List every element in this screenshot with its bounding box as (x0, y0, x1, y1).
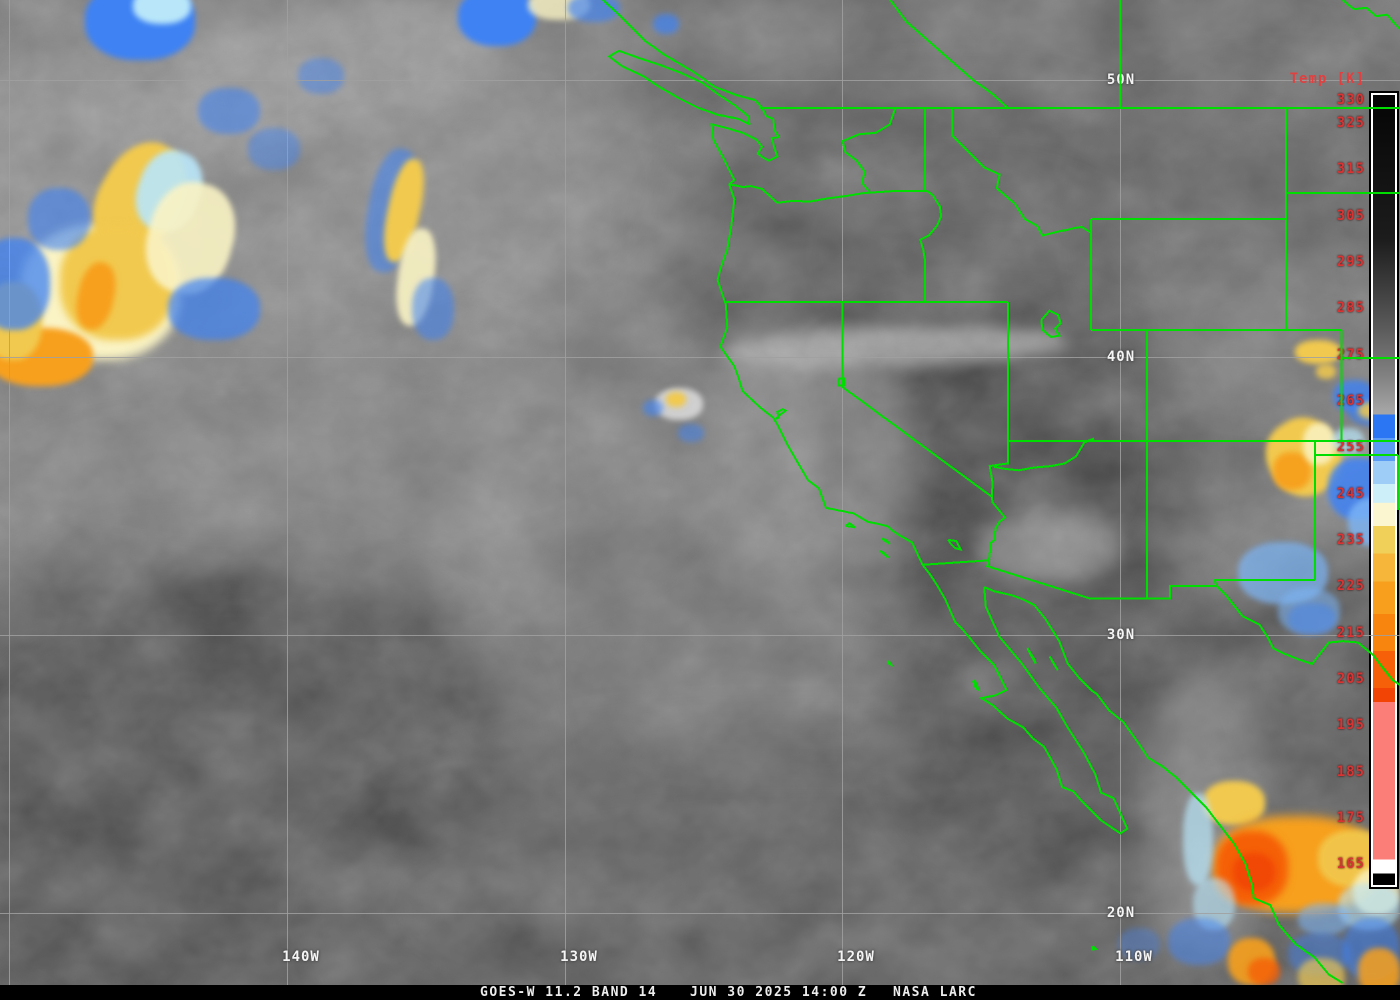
boundary-columbia-river (841, 107, 897, 192)
boundary-lake-tahoe (837, 377, 845, 387)
boundary-mt-id-border (951, 107, 1092, 237)
boundary-sk-river (1341, 0, 1400, 31)
boundary-nm-tx-south-border (1212, 579, 1315, 587)
boundary-sf-bay (775, 408, 788, 420)
boundary-wa-or-border (729, 183, 928, 204)
boundary-pacific-coast-us (601, 0, 924, 566)
boundary-channel-island-catalina (880, 537, 891, 545)
boundary-isla-cedros (972, 679, 981, 692)
boundary-channel-island-a (844, 521, 856, 529)
boundary-great-salt-lake (1040, 309, 1062, 339)
boundary-isla-angel-guarda (1026, 647, 1037, 664)
boundary-channel-island-clemente (879, 550, 890, 559)
boundary-us-mexico-border (922, 559, 1217, 600)
boundary-or-id-border (919, 190, 943, 303)
boundary-vancouver-island (607, 49, 751, 126)
caption-satellite-band: GOES-W 11.2 BAND 14 (480, 985, 658, 1000)
boundary-isla-guadalupe (887, 660, 895, 668)
boundary-isla-socorro (1091, 945, 1099, 951)
boundary-rio-grande (1216, 585, 1400, 687)
boundary-salton-sea (947, 538, 963, 551)
boundary-sonora-sinaloa-coast (983, 586, 1344, 984)
caption-credit: NASA LARC (893, 985, 977, 1000)
boundary-bc-ab-divide (888, 0, 1009, 109)
caption-datetime: JUN 30 2025 14:00 Z (690, 985, 868, 1000)
boundary-isla-tiburon (1048, 655, 1059, 671)
boundary-baja-california (921, 564, 1129, 835)
caption-bar: GOES-W 11.2 BAND 14 JUN 30 2025 14:00 Z … (0, 985, 1400, 1000)
